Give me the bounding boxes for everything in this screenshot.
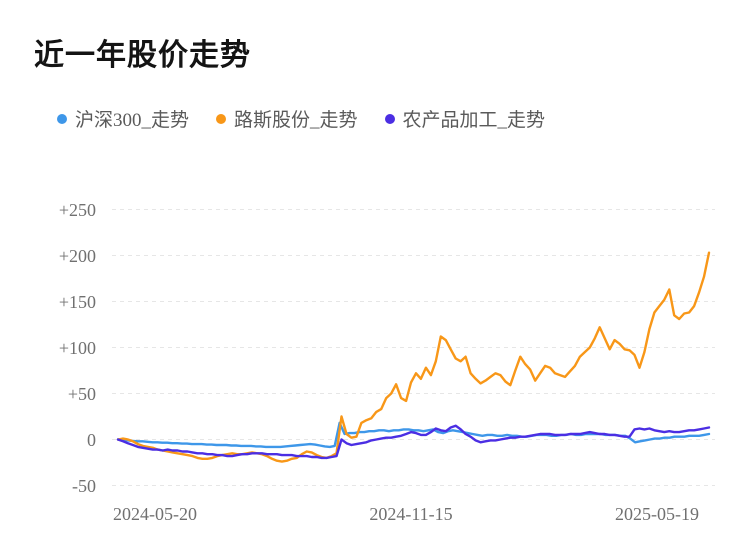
legend-label: 路斯股份_走势 — [234, 110, 358, 131]
legend-dot-icon — [384, 113, 395, 124]
legend-label: 农产品加工_走势 — [402, 110, 546, 131]
x-axis-tick: 2025-05-19 — [615, 504, 699, 524]
x-axis-tick: 2024-11-15 — [369, 504, 453, 524]
y-axis-tick: 0 — [87, 430, 96, 450]
y-axis-tick: -50 — [72, 476, 96, 496]
y-axis-tick: +100 — [58, 338, 96, 358]
legend-item-lusi[interactable]: 路斯股份_走势 — [216, 105, 358, 132]
legend-item-hs300[interactable]: 沪深300_走势 — [57, 105, 189, 132]
legend-item-agri[interactable]: 农产品加工_走势 — [384, 105, 546, 132]
legend-label: 沪深300_走势 — [75, 110, 190, 131]
legend-dot-icon — [57, 113, 67, 124]
series-line-2 — [116, 424, 711, 460]
y-axis-tick: +150 — [58, 292, 96, 312]
page-title: 近一年股价走势 — [34, 38, 251, 73]
series-line-1 — [116, 251, 711, 463]
chart-legend: 沪深300_走势 路斯股份_走势 农产品加工_走势 — [57, 105, 545, 132]
x-axis-tick: 2024-05-20 — [113, 504, 197, 524]
legend-dot-icon — [216, 113, 227, 124]
y-axis-tick: +50 — [67, 384, 96, 404]
y-axis-tick: +200 — [58, 246, 96, 266]
y-axis-tick: +250 — [58, 200, 96, 220]
